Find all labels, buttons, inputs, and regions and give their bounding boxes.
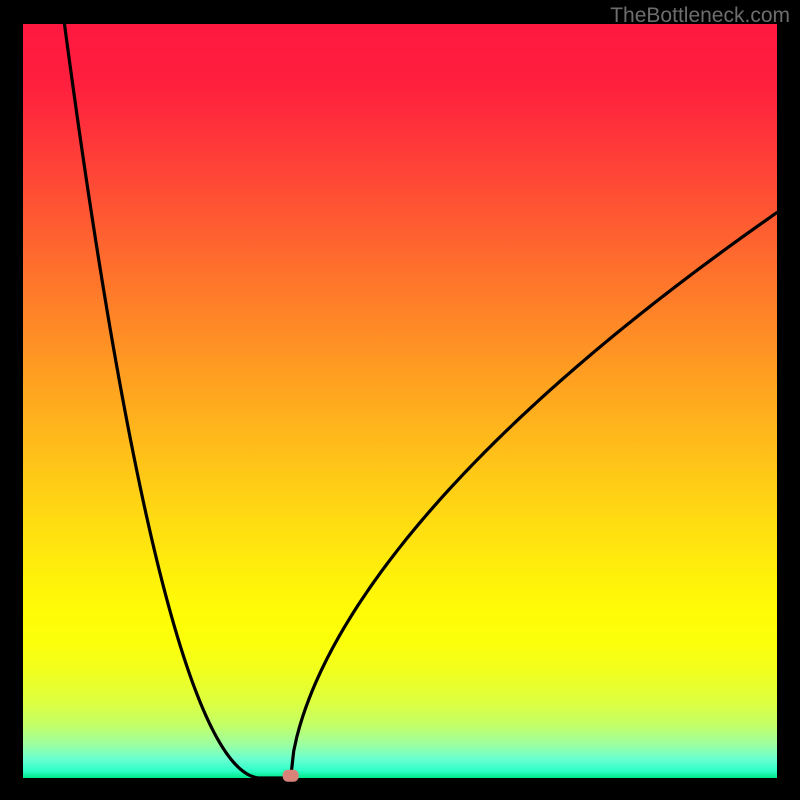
chart-svg (0, 0, 800, 800)
plot-background (23, 24, 777, 778)
chart-stage: TheBottleneck.com (0, 0, 800, 800)
optimum-marker (283, 770, 299, 782)
